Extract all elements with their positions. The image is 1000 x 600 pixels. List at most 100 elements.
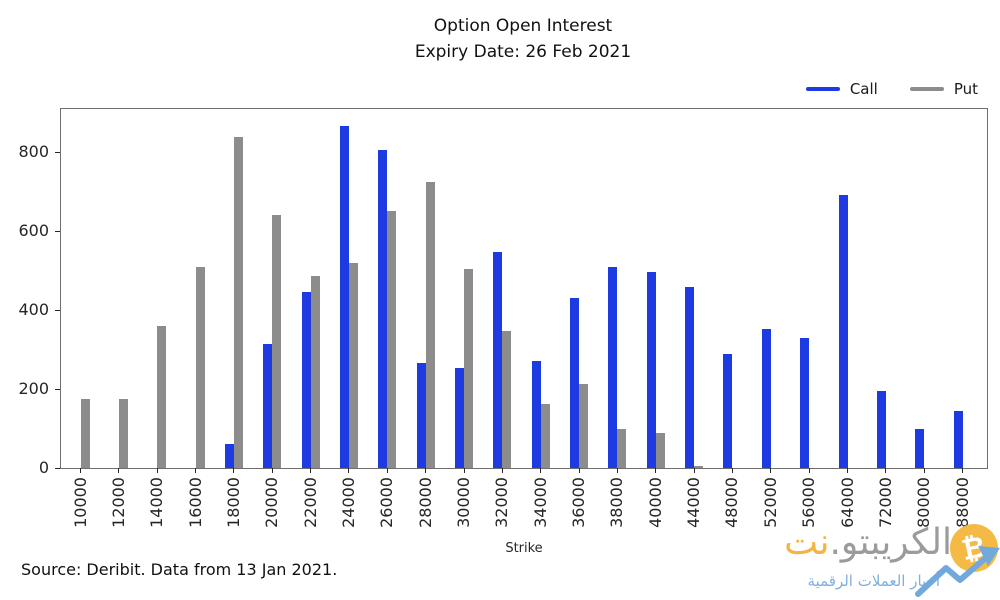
y-tick-label: 600: [18, 221, 49, 240]
x-tick-label-38000: 38000: [607, 477, 627, 528]
x-tick-mark: [847, 468, 848, 473]
x-tick-mark: [271, 468, 273, 473]
put-bar-24000: [348, 263, 358, 468]
x-tick-label-52000: 52000: [760, 477, 780, 528]
call-bar-32000: [493, 252, 503, 468]
y-tick-label: 800: [18, 142, 49, 161]
put-bar-28000: [425, 182, 435, 468]
x-tick-label-22000: 22000: [300, 477, 320, 528]
call-swatch: [805, 87, 840, 91]
y-tick-mark: [55, 388, 60, 390]
watermark-logo: ₿ الكريبتو.نت أخبار العملات الرقمية: [680, 522, 1000, 600]
y-tick-mark: [55, 151, 60, 153]
title-block: Option Open Interest Expiry Date: 26 Feb…: [46, 13, 1000, 65]
y-tick-mark: [55, 467, 60, 469]
y-tick-label: 0: [38, 458, 49, 477]
put-bar-36000: [579, 384, 589, 468]
call-bar-26000: [378, 150, 388, 468]
call-bar-24000: [339, 126, 349, 468]
x-tick-label-44000: 44000: [684, 477, 704, 528]
x-tick-mark: [540, 468, 542, 473]
x-tick-mark: [156, 468, 158, 473]
call-bar-34000: [531, 361, 541, 468]
put-bar-14000: [157, 326, 167, 468]
trend-arrow-icon: [915, 546, 1000, 597]
x-tick-mark: [923, 468, 925, 473]
y-tick-mark: [55, 230, 60, 232]
x-tick-label-24000: 24000: [338, 477, 358, 528]
watermark-brand-gray: الكريبتو.: [829, 522, 952, 563]
x-tick-label-34000: 34000: [530, 477, 550, 528]
put-bar-44000: [694, 466, 704, 468]
watermark-brand: الكريبتو.نت: [784, 518, 952, 568]
x-tick-mark: [425, 468, 427, 473]
legend-item-put: Put: [909, 80, 978, 98]
put-bar-40000: [655, 433, 665, 468]
call-bar-80000: [915, 429, 925, 468]
call-bar-72000: [876, 391, 886, 468]
x-tick-mark: [348, 468, 350, 473]
put-bar-32000: [502, 331, 512, 468]
x-tick-label-32000: 32000: [492, 477, 512, 528]
x-tick-mark: [731, 468, 733, 473]
x-tick-label-28000: 28000: [415, 477, 435, 528]
put-bar-38000: [617, 429, 627, 468]
put-bar-16000: [195, 267, 205, 468]
x-tick-mark: [655, 468, 657, 473]
x-tick-mark: [693, 468, 695, 473]
call-bar-40000: [646, 272, 656, 468]
x-tick-label-16000: 16000: [185, 477, 205, 528]
put-bar-18000: [233, 137, 243, 468]
watermark-tagline: أخبار العملات الرقمية: [807, 572, 940, 590]
put-bar-10000: [80, 399, 90, 468]
put-bar-22000: [310, 276, 320, 468]
put-bar-34000: [540, 404, 550, 468]
x-tick-mark: [463, 468, 465, 473]
put-swatch: [909, 87, 944, 91]
call-bar-44000: [685, 287, 695, 468]
legend-label-put: Put: [953, 80, 978, 98]
x-tick-mark: [195, 468, 197, 473]
x-tick-mark: [885, 468, 887, 473]
y-tick-mark: [55, 309, 60, 311]
call-bar-18000: [224, 444, 234, 468]
call-bar-28000: [416, 363, 426, 468]
watermark-brand-orange: نت: [784, 522, 830, 563]
call-bar-30000: [455, 368, 464, 468]
x-tick-label-36000: 36000: [569, 477, 589, 528]
y-tick-label: 200: [18, 379, 49, 398]
call-bar-20000: [263, 344, 273, 468]
plot-area: Strike 0 200 400 600 800 10000 12000 14000 16000…: [18, 108, 988, 556]
y-tick-label: 400: [18, 300, 49, 319]
x-tick-label-10000: 10000: [70, 477, 90, 528]
chart-subtitle: Expiry Date: 26 Feb 2021: [414, 42, 632, 62]
x-tick-label-12000: 12000: [108, 477, 128, 528]
call-bar-36000: [570, 298, 580, 468]
call-bar-48000: [723, 354, 733, 468]
put-bar-26000: [387, 211, 397, 468]
legend-item-call: Call: [805, 80, 878, 98]
legend-label-call: Call: [849, 80, 878, 98]
x-axis-title: Strike: [505, 541, 543, 556]
x-tick-label-30000: 30000: [454, 477, 473, 528]
x-tick-label-40000: 40000: [645, 477, 665, 528]
legend: Call Put: [805, 80, 978, 98]
call-bar-38000: [608, 267, 618, 468]
x-tick-label-14000: 14000: [147, 477, 167, 528]
call-bar-52000: [761, 329, 771, 468]
x-tick-mark: [233, 468, 235, 473]
call-bar-22000: [301, 292, 311, 468]
x-tick-mark: [578, 468, 580, 473]
x-tick-mark: [310, 468, 312, 473]
x-tick-label-88000: 88000: [952, 477, 972, 528]
x-tick-mark: [501, 468, 503, 473]
put-bar-20000: [272, 215, 282, 468]
x-tick-mark: [808, 468, 810, 473]
x-tick-mark: [962, 468, 964, 473]
x-tick-mark: [386, 468, 388, 473]
put-bar-12000: [118, 399, 128, 468]
call-bar-64000: [838, 195, 848, 468]
x-tick-label-26000: 26000: [377, 477, 397, 528]
chart-title: Option Open Interest: [433, 16, 613, 36]
